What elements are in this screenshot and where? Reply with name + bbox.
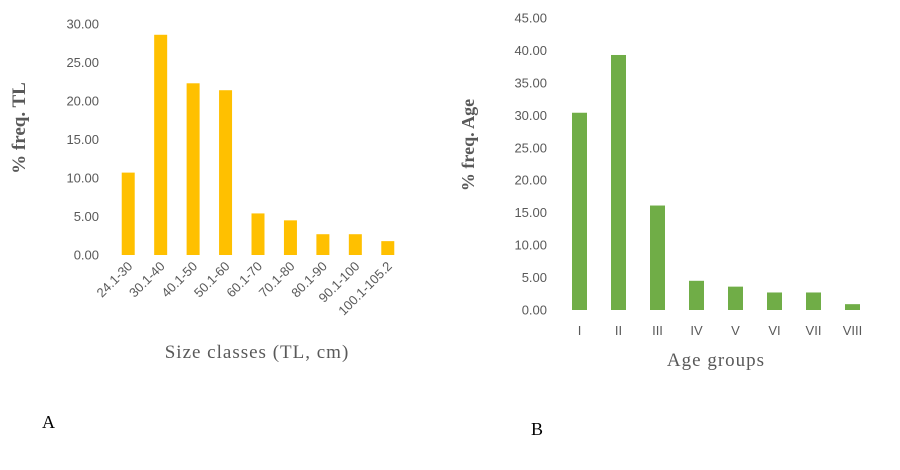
bar bbox=[650, 205, 665, 310]
chart-b: B % freq. Age Age groups 0.00 5.00 10.00 15… bbox=[458, 11, 862, 440]
bars-a bbox=[121, 34, 395, 255]
bar bbox=[381, 241, 395, 255]
bar bbox=[689, 280, 704, 310]
y-tick-label: 10.00 bbox=[514, 238, 547, 253]
y-tick-label: 30.00 bbox=[514, 108, 547, 123]
y-tick-label: 0.00 bbox=[74, 248, 99, 263]
y-tick-label: 35.00 bbox=[514, 75, 547, 90]
panel-label-a: A bbox=[42, 412, 55, 432]
y-ticks-b: 0.00 5.00 10.00 15.00 20.00 25.00 30.00 35.00 40… bbox=[514, 11, 547, 318]
chart-a: A % freq. TL Size classes (TL, cm) 0.00 5… bbox=[9, 17, 395, 433]
bar bbox=[121, 172, 135, 255]
y-tick-label: 15.00 bbox=[514, 205, 547, 220]
y-tick-label: 25.00 bbox=[514, 140, 547, 155]
y-tick-label: 5.00 bbox=[74, 209, 99, 224]
y-tick-label: 20.00 bbox=[514, 173, 547, 188]
y-ticks-a: 0.00 5.00 10.00 15.00 20.00 25.00 30.00 bbox=[66, 17, 99, 263]
y-tick-label: 0.00 bbox=[522, 303, 547, 318]
bar bbox=[219, 90, 233, 255]
x-tick-label: VI bbox=[768, 323, 780, 338]
x-ticks-b: I II III IV V VI VII VIII bbox=[578, 323, 863, 338]
bar bbox=[283, 220, 297, 255]
bar bbox=[767, 292, 782, 310]
bar bbox=[186, 83, 200, 255]
y-tick-label: 15.00 bbox=[66, 132, 99, 147]
panel-label-b: B bbox=[531, 419, 543, 439]
bar bbox=[572, 112, 587, 310]
x-tick-label: VII bbox=[806, 323, 822, 338]
y-tick-label: 20.00 bbox=[66, 94, 99, 109]
x-tick-label: VIII bbox=[843, 323, 863, 338]
x-tick-label: IV bbox=[690, 323, 703, 338]
bar bbox=[611, 54, 626, 311]
x-tick-label: I bbox=[578, 323, 582, 338]
y-tick-label: 40.00 bbox=[514, 43, 547, 58]
bar bbox=[806, 292, 821, 310]
bar bbox=[348, 234, 362, 255]
bars-b bbox=[572, 54, 860, 311]
y-axis-title-a: % freq. TL bbox=[9, 82, 30, 174]
x-ticks-a: 24.1-3030.1-4040.1-5050.1-6060.1-7070.1-… bbox=[94, 259, 395, 319]
y-tick-label: 10.00 bbox=[66, 171, 99, 186]
x-tick-label: III bbox=[652, 323, 663, 338]
y-tick-label: 30.00 bbox=[66, 17, 99, 32]
bar bbox=[728, 286, 743, 310]
y-tick-label: 45.00 bbox=[514, 11, 547, 26]
y-tick-label: 5.00 bbox=[522, 270, 547, 285]
bar bbox=[154, 34, 168, 255]
x-axis-title-b: Age groups bbox=[667, 350, 765, 371]
x-tick-label: II bbox=[615, 323, 622, 338]
bar bbox=[316, 234, 330, 255]
bar bbox=[251, 213, 265, 255]
y-tick-label: 25.00 bbox=[66, 55, 99, 70]
x-axis-title-a: Size classes (TL, cm) bbox=[165, 342, 350, 363]
y-axis-title-b: % freq. Age bbox=[458, 99, 478, 191]
bar bbox=[845, 304, 860, 310]
x-tick-label: V bbox=[731, 323, 740, 338]
